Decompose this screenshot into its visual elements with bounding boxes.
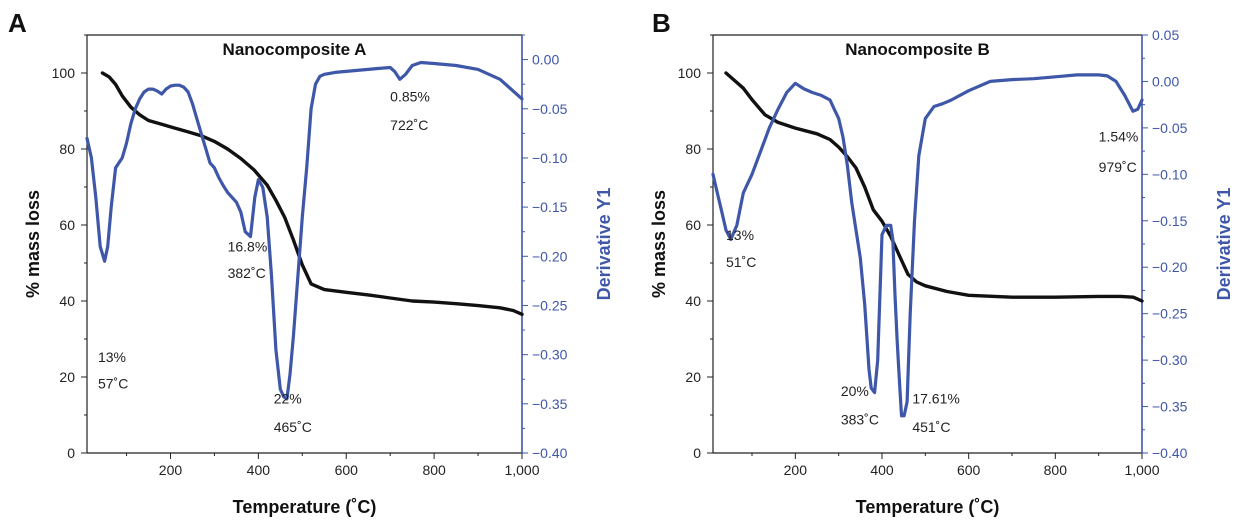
y-tick-label: 40 — [59, 293, 75, 309]
y-tick-label: 0 — [693, 445, 701, 461]
y2-axis-title: Derivative Y1 — [1214, 188, 1234, 301]
mass-loss-series-line — [100, 71, 524, 316]
y2-tick-label: −0.15 — [1152, 213, 1188, 229]
x-tick-label: 800 — [1044, 462, 1068, 478]
y2-tick-label: −0.05 — [532, 101, 568, 117]
chart-panel-a: A 200 400 600 800 1,000 0 20 40 60 80 100 −0.40 −0.35… — [8, 8, 614, 517]
peak-annotation: 17.61% — [912, 391, 959, 407]
chart-title: Nanocomposite B — [845, 40, 990, 59]
y2-tick-label: −0.15 — [532, 199, 568, 215]
peak-annotation: 13% — [98, 349, 126, 365]
y-axis-title: % mass loss — [649, 190, 669, 298]
y-tick-label: 60 — [59, 217, 75, 233]
y-tick-label: 100 — [678, 65, 702, 81]
y-tick-label: 80 — [59, 141, 75, 157]
peak-annotation: 16.8% — [228, 239, 268, 255]
y2-tick-label: −0.25 — [532, 297, 568, 313]
derivative-series-line — [711, 73, 1144, 418]
peak-annotation: 57˚C — [98, 375, 128, 391]
peak-annotation: 22% — [274, 391, 302, 407]
x-tick-label: 1,000 — [504, 462, 539, 478]
x-tick-label: 800 — [422, 462, 446, 478]
y-tick-label: 40 — [685, 293, 701, 309]
peak-annotation: 465˚C — [274, 419, 312, 435]
peak-annotation: 722˚C — [390, 117, 428, 133]
peak-annotation: 383˚C — [841, 412, 879, 428]
y2-tick-label: −0.25 — [1152, 306, 1188, 322]
y2-tick-label: −0.20 — [532, 248, 568, 264]
panel-letter: A — [8, 8, 27, 38]
chart-panel-b: B 200 400 600 800 1,000 0 20 40 60 80 100 −0.40 −0.35… — [649, 8, 1234, 517]
y2-tick-label: 0.00 — [532, 52, 559, 68]
x-tick-label: 600 — [335, 462, 359, 478]
y2-tick-label: −0.10 — [532, 150, 568, 166]
mass-loss-series-line — [724, 71, 1144, 303]
y-tick-label: 60 — [685, 217, 701, 233]
peak-annotation: 20% — [841, 383, 869, 399]
peak-annotation: 51˚C — [726, 254, 756, 270]
x-tick-label: 400 — [870, 462, 894, 478]
panel-letter: B — [652, 8, 671, 38]
y-tick-label: 100 — [52, 65, 76, 81]
peak-annotation: 0.85% — [390, 89, 430, 105]
x-axis-title: Temperature (˚C) — [233, 497, 377, 517]
y2-tick-label: −0.30 — [1152, 352, 1188, 368]
y2-tick-label: −0.10 — [1152, 166, 1188, 182]
x-tick-label: 200 — [159, 462, 183, 478]
peak-annotation: 13% — [726, 227, 754, 243]
y2-tick-label: −0.40 — [532, 445, 568, 461]
y2-tick-label: −0.20 — [1152, 259, 1188, 275]
x-axis-title: Temperature (˚C) — [856, 497, 1000, 517]
peak-annotation: 979˚C — [1099, 159, 1137, 175]
y-tick-label: 0 — [67, 445, 75, 461]
x-tick-label: 1,000 — [1124, 462, 1159, 478]
y-tick-label: 20 — [685, 369, 701, 385]
y-tick-label: 20 — [59, 369, 75, 385]
y-tick-label: 80 — [685, 141, 701, 157]
x-tick-label: 200 — [784, 462, 808, 478]
x-tick-label: 400 — [247, 462, 271, 478]
derivative-series-line — [85, 60, 524, 401]
peak-annotation: 451˚C — [912, 419, 950, 435]
x-tick-label: 600 — [957, 462, 981, 478]
y2-tick-label: 0.00 — [1152, 73, 1179, 89]
y2-tick-label: 0.05 — [1152, 27, 1179, 43]
peak-annotation: 382˚C — [228, 265, 266, 281]
y2-tick-label: −0.35 — [532, 396, 568, 412]
y2-tick-label: −0.35 — [1152, 399, 1188, 415]
y2-tick-label: −0.40 — [1152, 445, 1188, 461]
y2-axis-title: Derivative Y1 — [594, 188, 614, 301]
chart-title: Nanocomposite A — [223, 40, 367, 59]
y-axis-title: % mass loss — [23, 190, 43, 298]
peak-annotation: 1.54% — [1099, 128, 1139, 144]
y2-tick-label: −0.30 — [532, 347, 568, 363]
y2-tick-label: −0.05 — [1152, 120, 1188, 136]
